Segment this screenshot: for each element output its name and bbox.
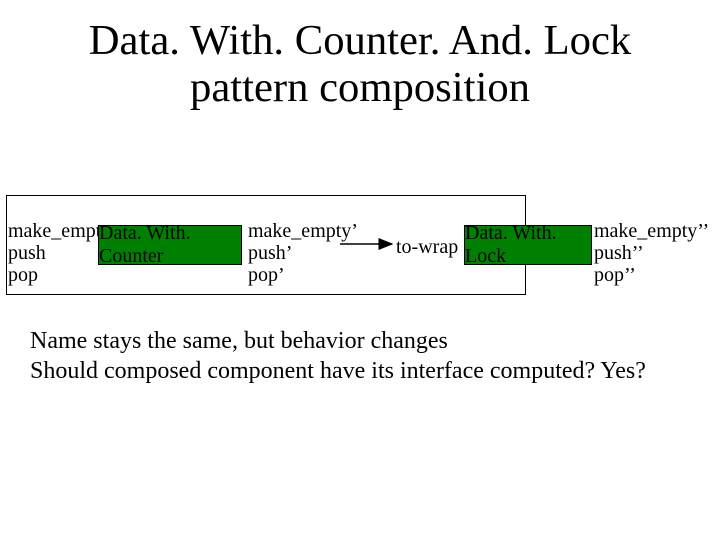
ops-output-list: make_empty’’ push’’ pop’’ — [594, 220, 709, 286]
box-data-with-lock-label: Data. With. Lock — [465, 222, 591, 268]
title-line-2: pattern composition — [0, 65, 720, 112]
body-text: Name stays the same, but behavior change… — [30, 326, 646, 386]
op-pop: pop — [8, 264, 111, 286]
op-pop-dprime: pop’’ — [594, 264, 709, 286]
box-data-with-counter: Data. With. Counter — [98, 225, 242, 265]
title-line-1: Data. With. Counter. And. Lock — [0, 18, 720, 65]
op-push-prime: push’ — [248, 242, 358, 264]
box-data-with-lock: Data. With. Lock — [464, 225, 592, 265]
box-data-with-counter-label: Data. With. Counter — [99, 222, 241, 268]
slide: Data. With. Counter. And. Lock pattern c… — [0, 0, 720, 540]
op-make-empty-prime: make_empty’ — [248, 220, 358, 242]
op-make-empty-dprime: make_empty’’ — [594, 220, 709, 242]
op-push-dprime: push’’ — [594, 242, 709, 264]
to-wrap-label: to-wrap — [396, 236, 458, 259]
ops-input-list: make_empty push pop — [8, 220, 111, 286]
body-line-2: Should composed component have its inter… — [30, 356, 646, 386]
ops-mid-list: make_empty’ push’ pop’ — [248, 220, 358, 286]
op-push: push — [8, 242, 111, 264]
slide-title: Data. With. Counter. And. Lock pattern c… — [0, 18, 720, 112]
op-make-empty: make_empty — [8, 220, 111, 242]
op-pop-prime: pop’ — [248, 264, 358, 286]
body-line-1: Name stays the same, but behavior change… — [30, 326, 646, 356]
